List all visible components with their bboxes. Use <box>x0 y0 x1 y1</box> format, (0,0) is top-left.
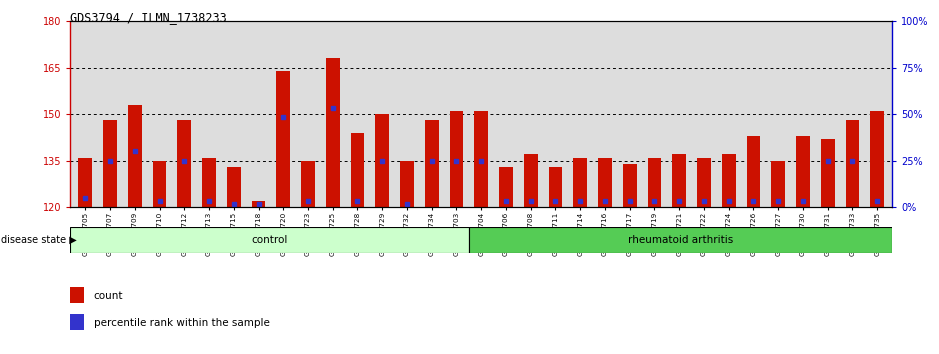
Bar <box>276 71 290 207</box>
Bar <box>846 120 859 207</box>
Bar <box>598 158 612 207</box>
Text: percentile rank within the sample: percentile rank within the sample <box>94 318 269 328</box>
Text: control: control <box>252 235 287 245</box>
Bar <box>469 227 892 253</box>
Text: GDS3794 / ILMN_1738233: GDS3794 / ILMN_1738233 <box>70 11 227 24</box>
Bar <box>103 120 116 207</box>
Bar <box>796 136 809 207</box>
Bar <box>400 161 414 207</box>
Bar <box>301 161 315 207</box>
Bar <box>70 314 84 330</box>
Bar <box>697 158 711 207</box>
Bar <box>623 164 637 207</box>
Bar <box>153 161 166 207</box>
Bar <box>350 133 364 207</box>
Bar <box>524 154 537 207</box>
Bar <box>747 136 761 207</box>
Bar <box>648 158 661 207</box>
Bar <box>722 154 735 207</box>
Bar <box>672 154 686 207</box>
Bar <box>821 139 835 207</box>
Bar <box>128 105 142 207</box>
Bar <box>772 161 785 207</box>
Bar <box>870 111 884 207</box>
Bar <box>227 167 240 207</box>
Bar <box>326 58 340 207</box>
Text: rheumatoid arthritis: rheumatoid arthritis <box>628 235 733 245</box>
Bar <box>70 227 469 253</box>
Bar <box>177 120 191 207</box>
Bar <box>202 158 216 207</box>
Bar <box>574 158 587 207</box>
Bar <box>548 167 562 207</box>
Bar <box>500 167 513 207</box>
Bar <box>474 111 488 207</box>
Bar <box>425 120 439 207</box>
Text: count: count <box>94 291 123 301</box>
Bar <box>252 201 266 207</box>
Bar <box>70 287 84 303</box>
Bar <box>450 111 463 207</box>
Text: disease state ▶: disease state ▶ <box>1 235 77 245</box>
Bar <box>376 114 389 207</box>
Bar <box>79 158 92 207</box>
